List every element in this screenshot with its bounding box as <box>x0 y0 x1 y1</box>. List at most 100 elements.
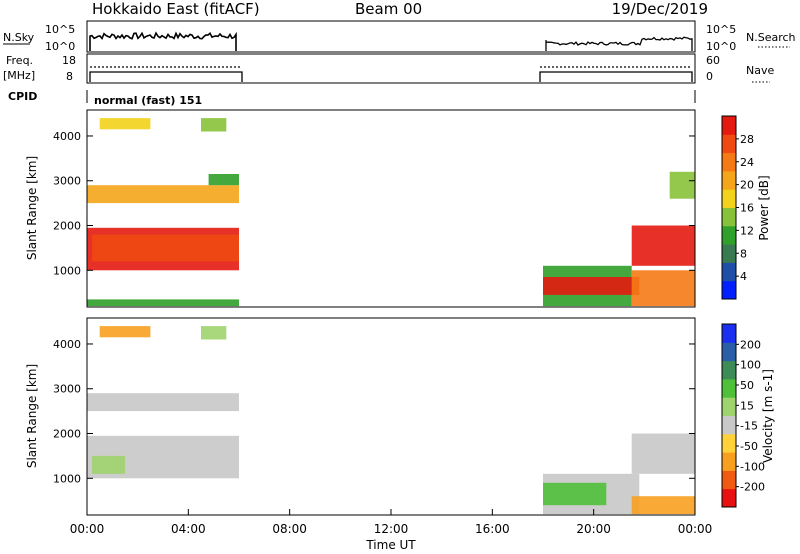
velocity-colorbar-swatch <box>722 360 736 380</box>
freq-unit: [MHz] <box>3 69 35 82</box>
velocity-ytick-label: 1000 <box>53 472 81 485</box>
velocity-colorbar-swatch <box>722 324 736 343</box>
x-axis-label: Time UT <box>365 538 416 552</box>
velocity-colorbar-swatch <box>722 378 736 398</box>
velocity-colorbar: -200 -100 -50 -15 15 50 100 200 <box>721 323 765 508</box>
power-colorbar-swatch <box>722 280 736 300</box>
power-colorbar-swatch <box>722 134 736 154</box>
velocity-colorbar-swatch <box>722 415 736 435</box>
velocity-colorbar-tick-label: 200 <box>740 338 761 351</box>
power-ytick-label: 2000 <box>53 220 81 233</box>
velocity-colorbar-tick-label: -100 <box>740 460 765 473</box>
x-tick-label: 04:00 <box>171 522 206 536</box>
power-colorbar-label: Power [dB] <box>757 175 771 240</box>
power-colorbar-swatch <box>722 170 736 190</box>
power-ytick-label: 3000 <box>53 175 81 188</box>
power-colorbar-swatch <box>722 207 736 227</box>
nsky-tick-bottom: 10^0 <box>45 40 75 53</box>
velocity-colorbar-swatch <box>722 342 736 362</box>
power-panel: 1000 2000 3000 4000 Slant Range [km] 4 8 12 16… <box>25 109 771 308</box>
velocity-ytick-label: 2000 <box>53 428 81 441</box>
power-colorbar-tick-label: 12 <box>740 224 754 237</box>
nave-label: Nave <box>746 64 774 77</box>
nsky-tick-top: 10^5 <box>45 23 75 36</box>
velocity-region <box>631 496 695 515</box>
power-ylabel: Slant Range [km] <box>25 156 39 260</box>
nsky-frame <box>86 20 696 53</box>
beam-title: Beam 00 <box>355 0 422 18</box>
velocity-colorbar-label: Velocity [m s-1] <box>761 369 775 463</box>
cpid-panel: CPID normal (fast) 151 <box>8 90 696 107</box>
velocity-y-ticks: 1000 2000 3000 4000 <box>53 338 695 485</box>
nsearch-tick-top: 10^5 <box>706 23 736 36</box>
freq-frame <box>86 53 696 84</box>
velocity-colorbar-tick-label: -15 <box>740 420 758 433</box>
date-title: 19/Dec/2019 <box>612 0 708 18</box>
power-data-cells <box>87 118 695 307</box>
velocity-region <box>201 326 227 340</box>
power-colorbar-swatch <box>722 262 736 282</box>
velocity-colorbar-swatch <box>722 488 736 508</box>
power-region <box>631 270 695 307</box>
power-region <box>543 277 640 295</box>
x-tick-label: 12:00 <box>374 522 409 536</box>
power-region <box>201 118 227 132</box>
x-ticks: 00:00 04:00 08:00 12:00 16:00 20:00 00:00 <box>70 509 713 536</box>
power-colorbar-tick-label: 20 <box>740 179 754 192</box>
x-tick-label: 16:00 <box>475 522 510 536</box>
velocity-ytick-label: 3000 <box>53 383 81 396</box>
velocity-colorbar-swatch <box>722 397 736 416</box>
cpid-mode: normal (fast) 151 <box>94 94 202 107</box>
velocity-panel: 1000 2000 3000 4000 Slant Range [km] -200 -1… <box>25 317 775 552</box>
freq-series-line <box>89 71 693 82</box>
velocity-colorbar-swatch <box>722 470 736 490</box>
freq-tick-bottom: 8 <box>66 70 73 83</box>
power-region <box>87 185 239 204</box>
velocity-colorbar-frame <box>721 323 737 508</box>
x-tick-label: 08:00 <box>272 522 307 536</box>
velocity-region <box>92 455 125 474</box>
nsky-panel: N.Sky 10^5 10^0 10^5 10^0 N.Search <box>3 20 796 53</box>
power-region <box>669 171 695 199</box>
power-region <box>631 225 695 266</box>
velocity-colorbar-swatch <box>722 433 736 453</box>
velocity-region <box>543 482 607 506</box>
power-frame <box>86 109 696 308</box>
power-colorbar-swatch <box>722 189 736 208</box>
velocity-colorbar-tick-label: 15 <box>740 399 754 412</box>
velocity-colorbar-tick-label: 100 <box>740 359 761 372</box>
velocity-ytick-label: 4000 <box>53 338 81 351</box>
velocity-colorbar-tick-label: -50 <box>740 440 758 453</box>
freq-label: Freq. <box>6 54 33 67</box>
velocity-ylabel: Slant Range [km] <box>25 364 39 468</box>
velocity-colorbar-tick-label: 50 <box>740 379 754 392</box>
power-colorbar-swatch <box>722 225 736 245</box>
power-colorbar-tick-label: 8 <box>740 247 747 260</box>
x-tick-label: 00:00 <box>678 522 713 536</box>
power-colorbar-swatch <box>722 152 736 172</box>
station-title: Hokkaido East (fitACF) <box>92 0 260 18</box>
x-tick-label: 20:00 <box>576 522 611 536</box>
power-colorbar: 4 8 12 16 20 24 28 <box>721 115 754 300</box>
velocity-colorbar-tick-label: -200 <box>740 481 765 494</box>
velocity-region <box>99 326 151 338</box>
power-colorbar-swatch <box>722 116 736 135</box>
velocity-data-cells <box>87 326 695 515</box>
power-ytick-label: 1000 <box>53 264 81 277</box>
power-region <box>92 234 239 262</box>
nsearch-tick-bottom: 10^0 <box>706 40 736 53</box>
nsearch-label: N.Search <box>746 31 796 44</box>
nsky-series-line-2 <box>545 36 693 51</box>
power-region <box>87 299 239 307</box>
power-region <box>208 174 239 186</box>
power-y-ticks: 1000 2000 3000 4000 <box>53 130 695 277</box>
nsky-series-line <box>89 31 237 51</box>
velocity-colorbar-swatch <box>722 452 736 471</box>
power-region <box>99 118 151 130</box>
power-colorbar-swatch <box>722 244 736 263</box>
cpid-label: CPID <box>8 90 37 103</box>
velocity-region <box>631 433 695 474</box>
power-colorbar-tick-label: 24 <box>740 156 754 169</box>
velocity-region <box>87 393 239 412</box>
freq-tick-top: 18 <box>62 54 76 67</box>
